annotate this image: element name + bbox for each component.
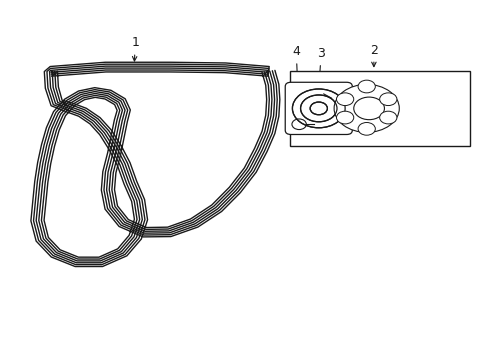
Circle shape <box>357 122 375 135</box>
Text: 4: 4 <box>292 45 301 115</box>
FancyBboxPatch shape <box>285 82 351 135</box>
Text: 2: 2 <box>369 44 377 67</box>
Text: 3: 3 <box>317 47 325 85</box>
Circle shape <box>353 97 384 120</box>
Circle shape <box>357 80 375 93</box>
Circle shape <box>336 111 353 124</box>
Circle shape <box>336 93 353 105</box>
Text: 1: 1 <box>131 36 139 61</box>
Circle shape <box>379 93 396 105</box>
Bar <box>289 71 469 147</box>
Circle shape <box>379 111 396 124</box>
FancyArrowPatch shape <box>323 94 331 98</box>
Circle shape <box>333 84 399 132</box>
